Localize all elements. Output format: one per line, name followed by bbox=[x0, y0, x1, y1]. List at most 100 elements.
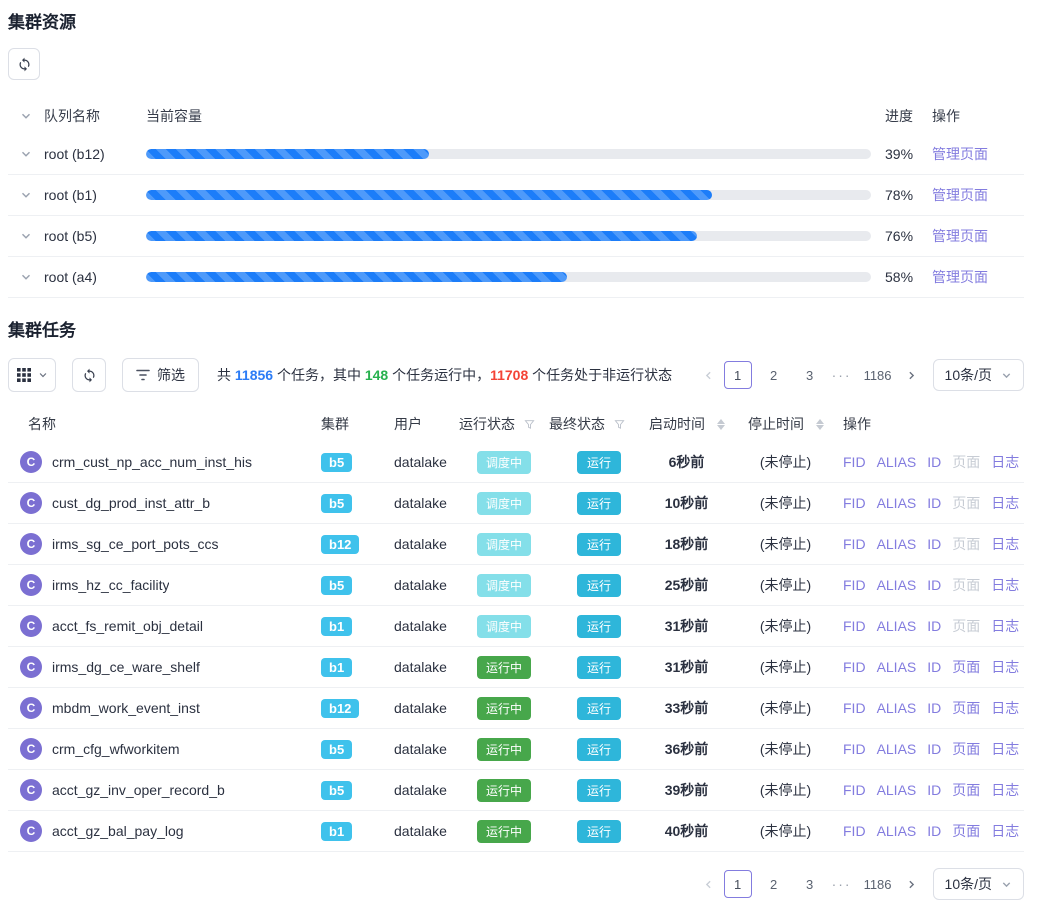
op-id-link[interactable]: ID bbox=[927, 577, 942, 593]
final-status-filter-icon[interactable] bbox=[614, 419, 625, 430]
start-time-sort-icon[interactable] bbox=[717, 418, 725, 430]
op-log-link[interactable]: 日志 bbox=[991, 741, 1020, 757]
next-page-button[interactable] bbox=[904, 368, 919, 383]
op-page-link[interactable]: 页面 bbox=[952, 577, 981, 593]
task-rows: C crm_cust_np_acc_num_inst_his b5 datala… bbox=[8, 442, 1024, 852]
cluster-badge: b5 bbox=[321, 493, 353, 513]
task-row: C crm_cust_np_acc_num_inst_his b5 datala… bbox=[8, 442, 1024, 483]
run-status-filter-icon[interactable] bbox=[524, 419, 535, 430]
manage-page-link[interactable]: 管理页面 bbox=[932, 228, 988, 244]
prev-page-button[interactable] bbox=[701, 877, 716, 892]
op-fid-link[interactable]: FID bbox=[843, 823, 866, 839]
op-fid-link[interactable]: FID bbox=[843, 782, 866, 798]
op-page-link[interactable]: 页面 bbox=[952, 454, 981, 470]
op-page-link[interactable]: 页面 bbox=[952, 782, 981, 798]
op-id-link[interactable]: ID bbox=[927, 495, 942, 511]
op-id-link[interactable]: ID bbox=[927, 700, 942, 716]
page-button-1[interactable]: 1 bbox=[723, 361, 752, 389]
layout-dropdown-button[interactable] bbox=[8, 358, 56, 392]
op-page-link[interactable]: 页面 bbox=[952, 495, 981, 511]
stop-time-sort-icon[interactable] bbox=[816, 418, 824, 430]
op-log-link[interactable]: 日志 bbox=[991, 782, 1020, 798]
op-id-link[interactable]: ID bbox=[927, 782, 942, 798]
manage-page-link[interactable]: 管理页面 bbox=[932, 269, 988, 285]
op-fid-link[interactable]: FID bbox=[843, 700, 866, 716]
page-button-3[interactable]: 3 bbox=[795, 870, 824, 898]
op-log-link[interactable]: 日志 bbox=[991, 454, 1020, 470]
final-status-badge: 运行 bbox=[576, 573, 621, 597]
page-button-last[interactable]: 1186 bbox=[859, 361, 896, 389]
op-fid-link[interactable]: FID bbox=[843, 536, 866, 552]
next-page-button[interactable] bbox=[904, 877, 919, 892]
page-button-2[interactable]: 2 bbox=[759, 361, 788, 389]
page-size-select[interactable]: 10条/页 bbox=[932, 359, 1024, 391]
queue-expand-icon[interactable] bbox=[20, 189, 44, 201]
op-page-link[interactable]: 页面 bbox=[952, 700, 981, 716]
op-page-link[interactable]: 页面 bbox=[952, 741, 981, 757]
page-size-value: 10条/页 bbox=[944, 367, 992, 383]
op-id-link[interactable]: ID bbox=[927, 454, 942, 470]
op-id-link[interactable]: ID bbox=[927, 536, 942, 552]
progress-fill bbox=[146, 231, 697, 241]
page-button-1[interactable]: 1 bbox=[723, 870, 752, 898]
manage-page-link[interactable]: 管理页面 bbox=[932, 187, 988, 203]
op-fid-link[interactable]: FID bbox=[843, 495, 866, 511]
tasks-refresh-button[interactable] bbox=[72, 358, 106, 392]
op-alias-link[interactable]: ALIAS bbox=[876, 659, 917, 675]
start-time: 18秒前 bbox=[664, 536, 709, 552]
op-fid-link[interactable]: FID bbox=[843, 741, 866, 757]
queue-name: root (b12) bbox=[44, 146, 105, 162]
op-alias-link[interactable]: ALIAS bbox=[876, 495, 917, 511]
pager-ellipsis[interactable]: ··· bbox=[831, 876, 852, 892]
queue-expand-icon[interactable] bbox=[20, 271, 44, 283]
op-fid-link[interactable]: FID bbox=[843, 659, 866, 675]
column-queue-name: 队列名称 bbox=[44, 108, 100, 124]
final-status-badge: 运行 bbox=[576, 737, 621, 761]
queue-expand-icon[interactable] bbox=[20, 230, 44, 242]
queue-header-collapse-icon[interactable] bbox=[20, 110, 44, 122]
op-id-link[interactable]: ID bbox=[927, 823, 942, 839]
op-fid-link[interactable]: FID bbox=[843, 577, 866, 593]
op-alias-link[interactable]: ALIAS bbox=[876, 782, 917, 798]
op-page-link[interactable]: 页面 bbox=[952, 823, 981, 839]
queue-expand-icon[interactable] bbox=[20, 148, 44, 160]
op-log-link[interactable]: 日志 bbox=[991, 823, 1020, 839]
op-log-link[interactable]: 日志 bbox=[991, 495, 1020, 511]
task-user: datalake bbox=[394, 741, 447, 757]
op-alias-link[interactable]: ALIAS bbox=[876, 823, 917, 839]
op-log-link[interactable]: 日志 bbox=[991, 659, 1020, 675]
op-alias-link[interactable]: ALIAS bbox=[876, 536, 917, 552]
op-log-link[interactable]: 日志 bbox=[991, 577, 1020, 593]
pager-ellipsis[interactable]: ··· bbox=[831, 367, 852, 383]
op-log-link[interactable]: 日志 bbox=[991, 700, 1020, 716]
stop-time: (未停止) bbox=[759, 782, 812, 798]
op-page-link[interactable]: 页面 bbox=[952, 536, 981, 552]
task-name: irms_sg_ce_port_pots_ccs bbox=[52, 536, 219, 552]
op-page-link[interactable]: 页面 bbox=[952, 618, 981, 634]
op-log-link[interactable]: 日志 bbox=[991, 536, 1020, 552]
resources-refresh-button[interactable] bbox=[8, 48, 40, 80]
op-id-link[interactable]: ID bbox=[927, 741, 942, 757]
capacity-progress-bar bbox=[146, 149, 885, 159]
page-size-select[interactable]: 10条/页 bbox=[932, 868, 1024, 900]
queue-row: root (b1) 78% 管理页面 bbox=[8, 175, 1024, 216]
page-button-2[interactable]: 2 bbox=[759, 870, 788, 898]
op-log-link[interactable]: 日志 bbox=[991, 618, 1020, 634]
final-status-badge: 运行 bbox=[576, 450, 621, 474]
prev-page-button[interactable] bbox=[701, 368, 716, 383]
op-page-link[interactable]: 页面 bbox=[952, 659, 981, 675]
op-alias-link[interactable]: ALIAS bbox=[876, 618, 917, 634]
op-id-link[interactable]: ID bbox=[927, 618, 942, 634]
op-fid-link[interactable]: FID bbox=[843, 454, 866, 470]
op-alias-link[interactable]: ALIAS bbox=[876, 577, 917, 593]
op-id-link[interactable]: ID bbox=[927, 659, 942, 675]
bottom-pager-area: 1 2 3 ··· 1186 10条/页 bbox=[8, 868, 1024, 900]
op-alias-link[interactable]: ALIAS bbox=[876, 741, 917, 757]
page-button-3[interactable]: 3 bbox=[795, 361, 824, 389]
filter-button[interactable]: 筛选 bbox=[122, 358, 199, 392]
manage-page-link[interactable]: 管理页面 bbox=[932, 146, 988, 162]
op-alias-link[interactable]: ALIAS bbox=[876, 700, 917, 716]
op-fid-link[interactable]: FID bbox=[843, 618, 866, 634]
op-alias-link[interactable]: ALIAS bbox=[876, 454, 917, 470]
page-button-last[interactable]: 1186 bbox=[859, 870, 896, 898]
